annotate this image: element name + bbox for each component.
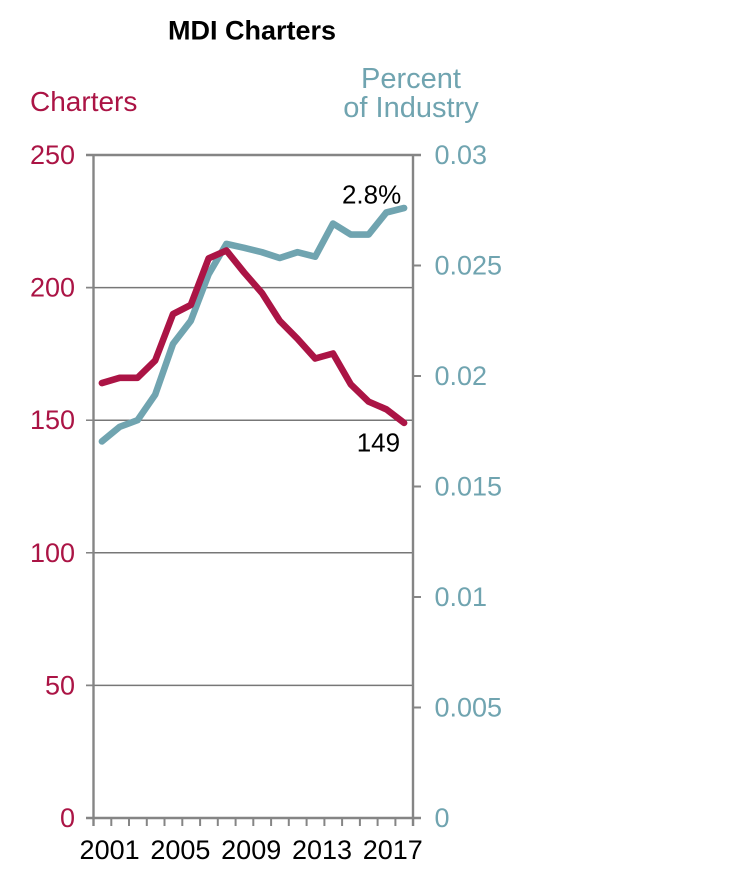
svg-text:200: 200 — [30, 273, 75, 303]
svg-text:Charters: Charters — [30, 86, 137, 117]
svg-text:150: 150 — [30, 405, 75, 435]
svg-text:2013: 2013 — [292, 835, 352, 865]
svg-text:2017: 2017 — [363, 835, 423, 865]
svg-text:0.005: 0.005 — [435, 693, 503, 723]
svg-text:2001: 2001 — [80, 835, 140, 865]
svg-text:2009: 2009 — [221, 835, 281, 865]
svg-text:2005: 2005 — [150, 835, 210, 865]
svg-text:250: 250 — [30, 140, 75, 170]
svg-text:149: 149 — [357, 427, 400, 457]
svg-text:0.03: 0.03 — [435, 140, 488, 170]
svg-text:2.8%: 2.8% — [342, 180, 401, 210]
svg-text:of Industry: of Industry — [343, 92, 479, 124]
svg-text:0.01: 0.01 — [435, 582, 488, 612]
svg-text:MDI Charters: MDI Charters — [168, 16, 336, 46]
svg-text:0: 0 — [60, 803, 75, 833]
svg-text:50: 50 — [45, 670, 75, 700]
svg-text:0.025: 0.025 — [435, 251, 503, 281]
svg-text:Percent: Percent — [361, 63, 461, 95]
svg-text:0.02: 0.02 — [435, 361, 488, 391]
svg-text:100: 100 — [30, 538, 75, 568]
svg-text:0.015: 0.015 — [435, 472, 503, 502]
svg-text:0: 0 — [435, 803, 450, 833]
